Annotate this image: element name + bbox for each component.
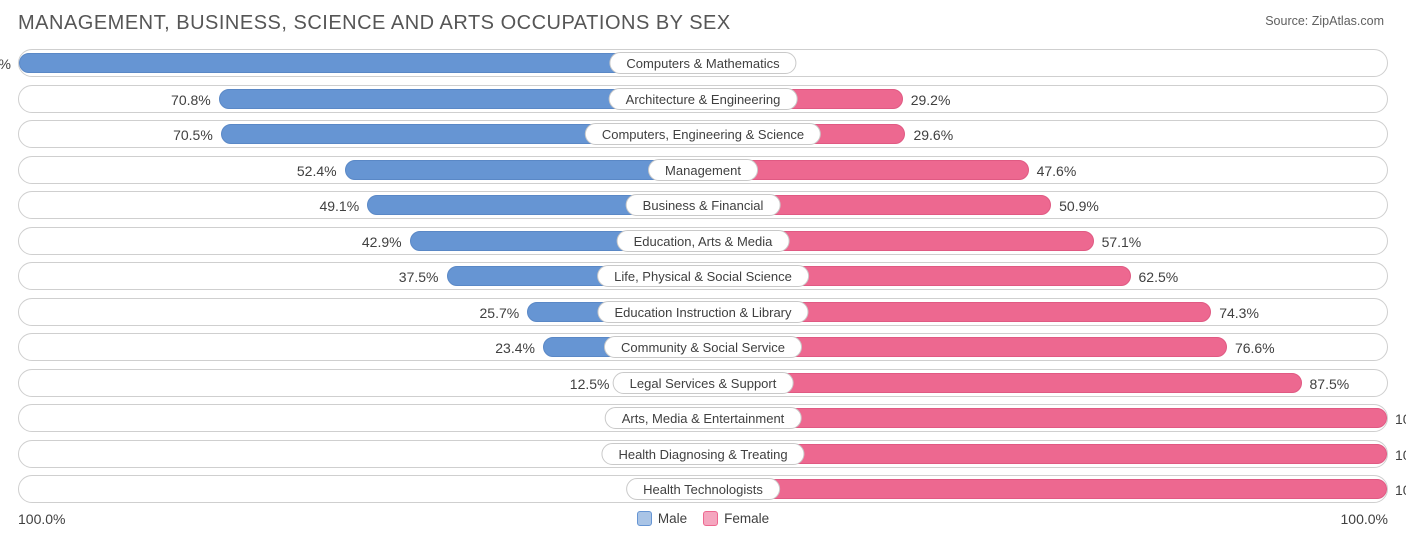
chart-row: 23.4% 76.6% Community & Social Service xyxy=(18,333,1388,361)
female-pct-label: 100.0% xyxy=(1395,476,1406,504)
female-pct-label: 29.6% xyxy=(913,121,953,149)
chart-row: 70.8% 29.2% Architecture & Engineering xyxy=(18,85,1388,113)
chart-source: Source: ZipAtlas.com xyxy=(1265,14,1384,28)
legend-male: Male xyxy=(637,511,687,526)
chart-row: 37.5% 62.5% Life, Physical & Social Scienc… xyxy=(18,262,1388,290)
legend-female-label: Female xyxy=(724,511,769,526)
male-pct-label: 42.9% xyxy=(362,228,402,256)
category-label: Management xyxy=(648,159,758,181)
category-label: Legal Services & Support xyxy=(613,372,794,394)
chart-title: MANAGEMENT, BUSINESS, SCIENCE AND ARTS O… xyxy=(18,12,1388,35)
category-label: Community & Social Service xyxy=(604,336,802,358)
male-pct-label: 70.5% xyxy=(173,121,213,149)
female-pct-label: 76.6% xyxy=(1235,334,1275,362)
female-bar xyxy=(703,444,1387,464)
chart-row: 42.9% 57.1% Education, Arts & Media xyxy=(18,227,1388,255)
male-pct-label: 23.4% xyxy=(495,334,535,362)
male-pct-label: 100.0% xyxy=(0,50,11,78)
chart-row: 12.5% 87.5% Legal Services & Support xyxy=(18,369,1388,397)
chart-row: 0.0%100.0%Health Technologists xyxy=(18,475,1388,503)
chart-row: 0.0%100.0%Health Diagnosing & Treating xyxy=(18,440,1388,468)
female-bar xyxy=(703,408,1387,428)
category-label: Computers, Engineering & Science xyxy=(585,123,821,145)
category-label: Education, Arts & Media xyxy=(617,230,790,252)
legend-female: Female xyxy=(703,511,769,526)
chart-row: 49.1% 50.9% Business & Financial xyxy=(18,191,1388,219)
chart-row: 52.4% 47.6% Management xyxy=(18,156,1388,184)
category-label: Health Technologists xyxy=(626,478,780,500)
category-label: Education Instruction & Library xyxy=(597,301,808,323)
male-swatch-icon xyxy=(637,511,652,526)
legend-male-label: Male xyxy=(658,511,687,526)
chart-row: 0.0%100.0%Arts, Media & Entertainment xyxy=(18,404,1388,432)
category-label: Health Diagnosing & Treating xyxy=(601,443,804,465)
category-label: Arts, Media & Entertainment xyxy=(605,407,802,429)
chart-rows: 100.0%0.0%Computers & Mathematics 70.8% 29… xyxy=(18,49,1388,503)
female-pct-label: 29.2% xyxy=(911,86,951,114)
category-label: Life, Physical & Social Science xyxy=(597,265,809,287)
category-label: Business & Financial xyxy=(626,194,781,216)
axis-left-label: 100.0% xyxy=(18,511,65,527)
female-swatch-icon xyxy=(703,511,718,526)
axis-right-label: 100.0% xyxy=(1341,511,1388,527)
female-pct-label: 100.0% xyxy=(1395,405,1406,433)
female-bar xyxy=(703,479,1387,499)
chart-row: 25.7% 74.3% Education Instruction & Librar… xyxy=(18,298,1388,326)
female-pct-label: 100.0% xyxy=(1395,441,1406,469)
axis-and-legend-row: 100.0% Male Female 100.0% xyxy=(18,511,1388,527)
occupation-by-sex-chart: MANAGEMENT, BUSINESS, SCIENCE AND ARTS O… xyxy=(0,0,1406,535)
female-pct-label: 47.6% xyxy=(1037,157,1077,185)
female-pct-label: 57.1% xyxy=(1102,228,1142,256)
chart-row: 100.0%0.0%Computers & Mathematics xyxy=(18,49,1388,77)
male-bar xyxy=(19,53,703,73)
male-pct-label: 12.5% xyxy=(570,370,610,398)
male-pct-label: 37.5% xyxy=(399,263,439,291)
male-pct-label: 49.1% xyxy=(319,192,359,220)
female-pct-label: 74.3% xyxy=(1219,299,1259,327)
male-pct-label: 25.7% xyxy=(480,299,520,327)
chart-row: 70.5% 29.6% Computers, Engineering & Scien… xyxy=(18,120,1388,148)
category-label: Architecture & Engineering xyxy=(609,88,798,110)
category-label: Computers & Mathematics xyxy=(609,52,796,74)
legend: Male Female xyxy=(637,511,769,526)
female-pct-label: 87.5% xyxy=(1310,370,1350,398)
female-pct-label: 50.9% xyxy=(1059,192,1099,220)
male-pct-label: 52.4% xyxy=(297,157,337,185)
female-pct-label: 62.5% xyxy=(1139,263,1179,291)
male-pct-label: 70.8% xyxy=(171,86,211,114)
